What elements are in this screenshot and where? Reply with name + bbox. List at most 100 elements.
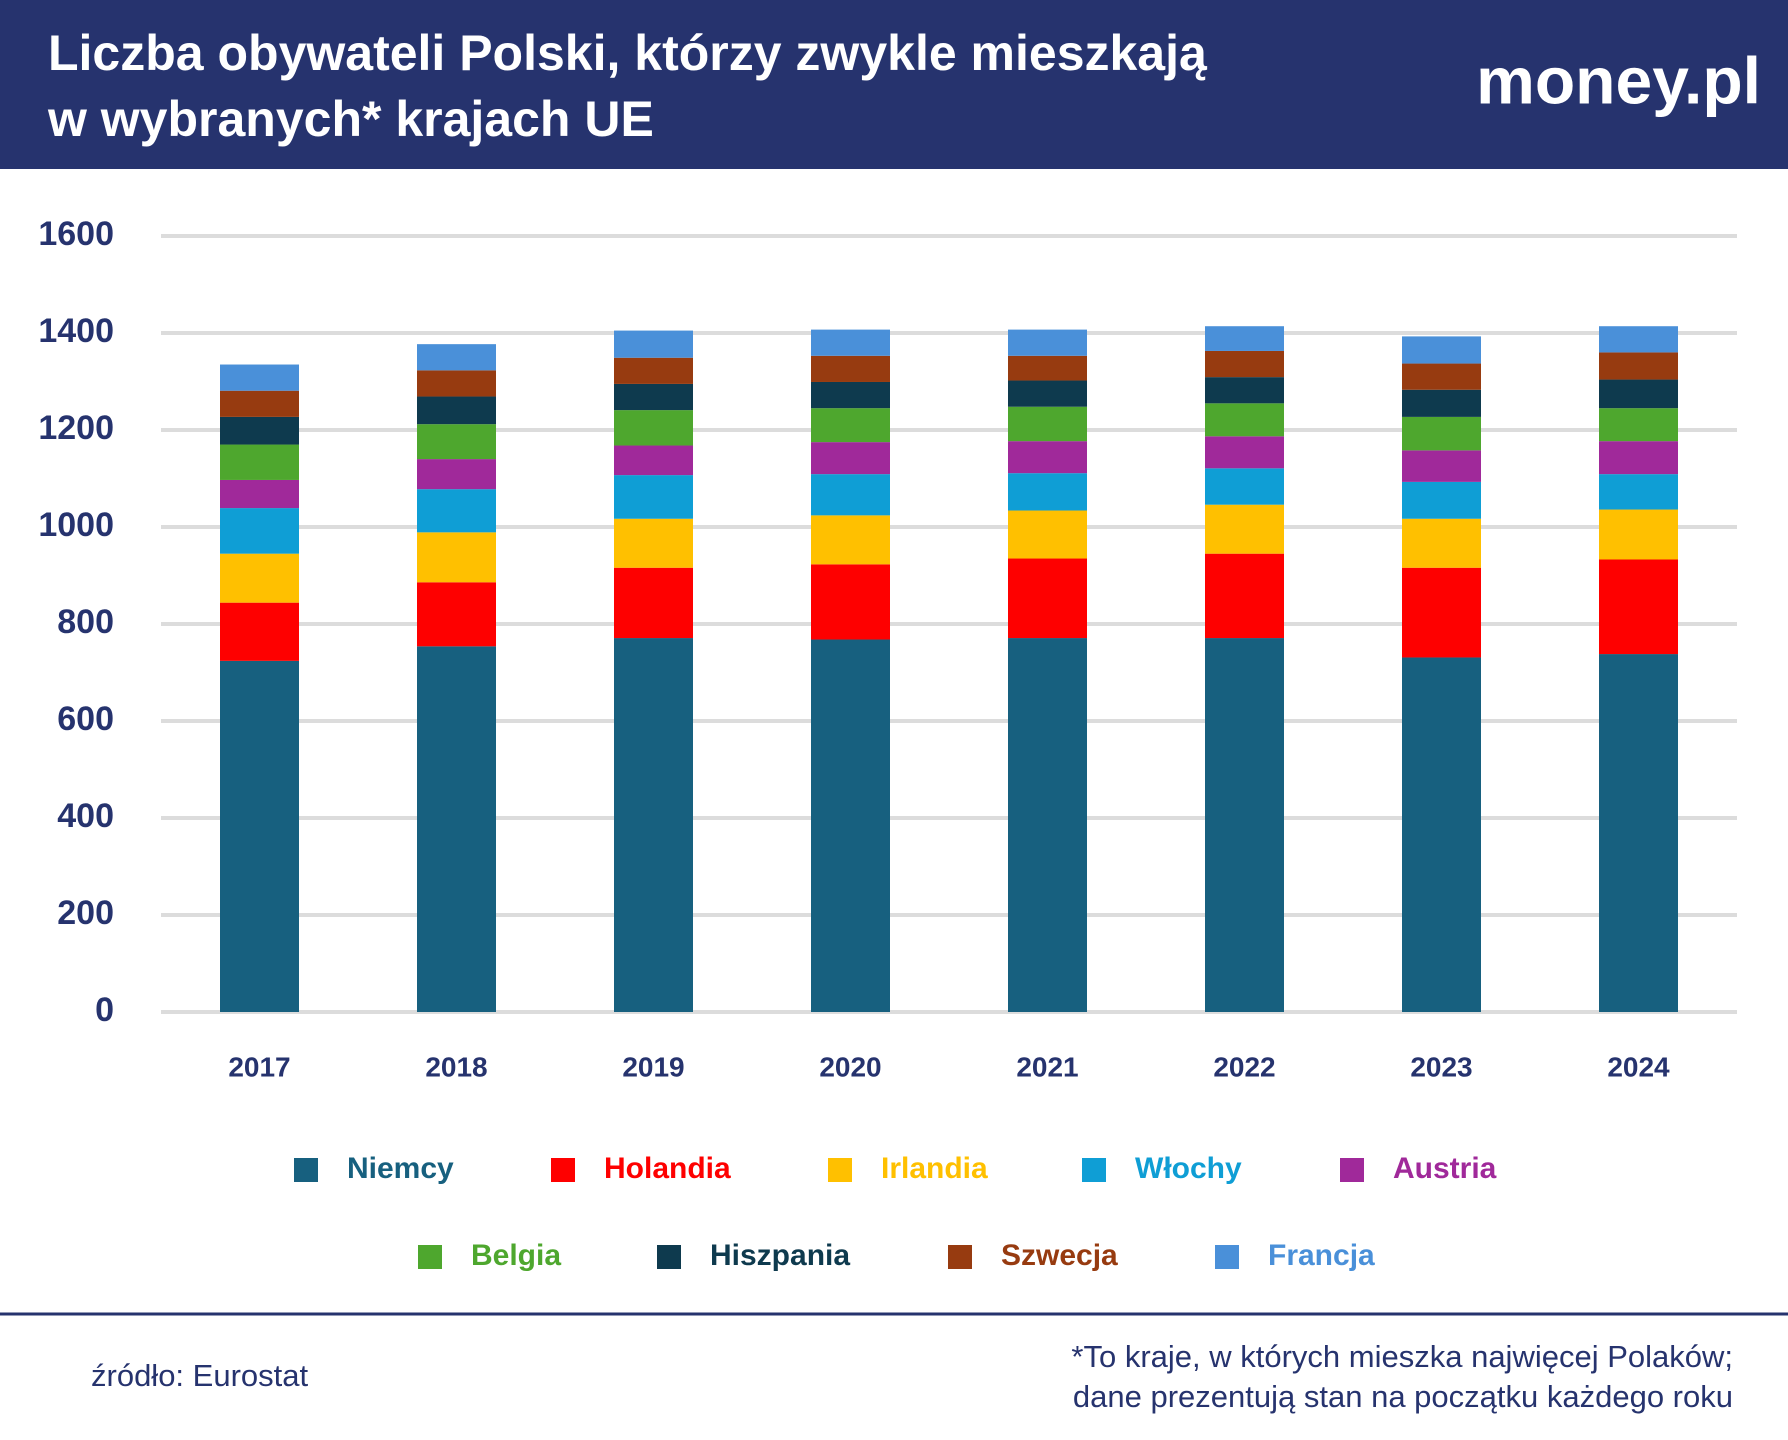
bar-segment (1205, 436, 1284, 469)
y-tick-label: 1400 (38, 312, 114, 350)
legend-swatch (657, 1245, 681, 1269)
bar-segment (417, 396, 496, 425)
bar-segment (1599, 654, 1678, 1012)
bar-segment (1205, 504, 1284, 554)
chart-title: Liczba obywateli Polski, którzy zwykle m… (48, 25, 1208, 81)
bar-segment (1402, 389, 1481, 417)
bar-segment (1008, 510, 1087, 559)
bar-segment (614, 357, 693, 384)
x-tick-label: 2018 (425, 1051, 487, 1082)
bar-segment (220, 508, 299, 554)
note: dane prezentują stan na początku każdego… (1073, 1379, 1733, 1414)
header (0, 0, 1788, 169)
y-tick-label: 0 (95, 991, 114, 1029)
x-tick-label: 2020 (819, 1051, 881, 1082)
note: *To kraje, w których mieszka najwięcej P… (1071, 1339, 1733, 1374)
bar-segment (811, 564, 890, 640)
y-tick-label: 1600 (38, 215, 114, 253)
bar-segment (1599, 352, 1678, 380)
legend-label: Hiszpania (710, 1239, 850, 1272)
bar-segment (417, 344, 496, 371)
legend-label: Włochy (1135, 1152, 1242, 1185)
legend-label: Belgia (471, 1239, 561, 1272)
bar-segment (811, 474, 890, 516)
bar-segment (1008, 558, 1087, 639)
legend-label: Szwecja (1001, 1239, 1118, 1272)
chart-title: w wybranych* krajach UE (47, 91, 654, 147)
bar-segment (417, 646, 496, 1012)
x-tick-label: 2022 (1213, 1051, 1275, 1082)
bar-segment (220, 444, 299, 480)
bar-segment (417, 459, 496, 490)
bar-segment (811, 408, 890, 443)
x-tick-label: 2023 (1410, 1051, 1472, 1082)
bar-segment (220, 416, 299, 445)
x-tick-label: 2017 (228, 1051, 290, 1082)
bar-segment (1205, 403, 1284, 437)
y-tick-label: 1200 (38, 409, 114, 447)
bar-segment (614, 518, 693, 568)
bar-segment (220, 364, 299, 391)
legend-swatch (418, 1245, 442, 1269)
bar-segment (220, 602, 299, 661)
source: źródło: Eurostat (91, 1358, 308, 1393)
bar-segment (1008, 329, 1087, 356)
bar-segment (417, 532, 496, 583)
legend-label: Irlandia (881, 1152, 988, 1185)
bar-segment (1008, 441, 1087, 474)
bar-segment (220, 479, 299, 509)
legend-swatch (1082, 1158, 1106, 1182)
bar-segment (417, 582, 496, 647)
bar-segment (1599, 326, 1678, 353)
x-tick-label: 2019 (622, 1051, 684, 1082)
y-tick-label: 1000 (38, 506, 114, 544)
legend-swatch (1215, 1245, 1239, 1269)
bar-segment (811, 515, 890, 565)
bar-segment (417, 489, 496, 533)
y-tick-label: 400 (57, 797, 114, 835)
bar-segment (417, 424, 496, 460)
bar-segment (417, 370, 496, 397)
bar-segment (614, 567, 693, 639)
bar-segment (1402, 416, 1481, 451)
bar-segment (220, 390, 299, 417)
legend-swatch (551, 1158, 575, 1182)
legend-label: Niemcy (347, 1152, 454, 1185)
legend-label: Holandia (604, 1152, 731, 1185)
x-tick-label: 2024 (1607, 1051, 1670, 1082)
bar-segment (1599, 559, 1678, 655)
bar-segment (1008, 406, 1087, 442)
legend-swatch (828, 1158, 852, 1182)
legend-label: Austria (1393, 1152, 1497, 1185)
bar-segment (1008, 380, 1087, 407)
bar-segment (614, 410, 693, 446)
bar-segment (220, 660, 299, 1012)
bar-segment (1402, 567, 1481, 658)
legend-swatch (294, 1158, 318, 1182)
bar-segment (1402, 657, 1481, 1012)
bar-segment (614, 445, 693, 476)
bar-segment (1599, 474, 1678, 510)
bar-segment (1599, 379, 1678, 409)
bar-segment (614, 330, 693, 358)
bar-segment (1008, 355, 1087, 381)
bar-segment (1402, 450, 1481, 482)
bar-segment (1205, 638, 1284, 1012)
bar-segment (811, 639, 890, 1012)
bar-segment (1402, 363, 1481, 390)
bar-segment (1205, 553, 1284, 639)
bar-segment (1402, 518, 1481, 568)
bar-segment (811, 355, 890, 382)
bar-segment (614, 638, 693, 1012)
legend-label: Francja (1268, 1239, 1375, 1272)
bar-segment (811, 381, 890, 409)
bar-segment (1205, 350, 1284, 378)
legend-swatch (948, 1245, 972, 1269)
bar-segment (1008, 638, 1087, 1012)
bar-segment (1205, 377, 1284, 404)
bar-segment (1599, 509, 1678, 560)
x-tick-label: 2021 (1016, 1051, 1078, 1082)
bar-segment (1599, 408, 1678, 442)
bar-segment (1205, 326, 1284, 351)
